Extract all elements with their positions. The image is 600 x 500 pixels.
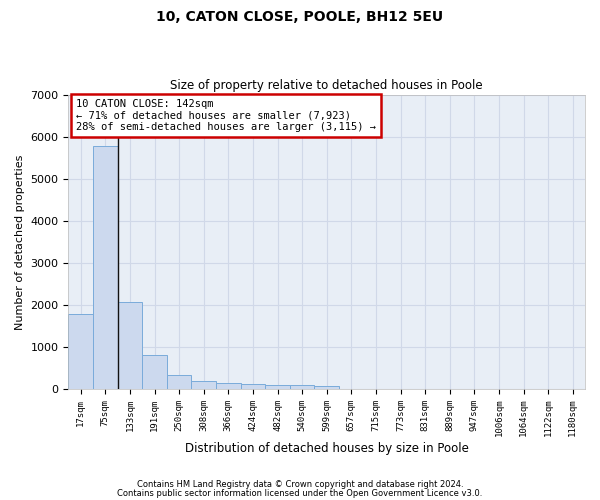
Bar (314, 386, 339, 389)
Bar (142, 356, 167, 389)
Text: 10, CATON CLOSE, POOLE, BH12 5EU: 10, CATON CLOSE, POOLE, BH12 5EU (157, 10, 443, 24)
Bar (216, 383, 241, 389)
Title: Size of property relative to detached houses in Poole: Size of property relative to detached ho… (170, 79, 483, 92)
Y-axis label: Number of detached properties: Number of detached properties (15, 154, 25, 330)
Bar (167, 375, 191, 389)
X-axis label: Distribution of detached houses by size in Poole: Distribution of detached houses by size … (185, 442, 469, 455)
Text: Contains HM Land Registry data © Crown copyright and database right 2024.: Contains HM Land Registry data © Crown c… (137, 480, 463, 489)
Bar (191, 382, 216, 389)
Bar (118, 302, 142, 389)
Text: 10 CATON CLOSE: 142sqm
← 71% of detached houses are smaller (7,923)
28% of semi-: 10 CATON CLOSE: 142sqm ← 71% of detached… (76, 99, 376, 132)
Text: Contains public sector information licensed under the Open Government Licence v3: Contains public sector information licen… (118, 488, 482, 498)
Bar (290, 385, 314, 389)
Bar (93, 146, 118, 389)
Bar (241, 384, 265, 389)
Bar (265, 384, 290, 389)
Bar (68, 314, 93, 389)
